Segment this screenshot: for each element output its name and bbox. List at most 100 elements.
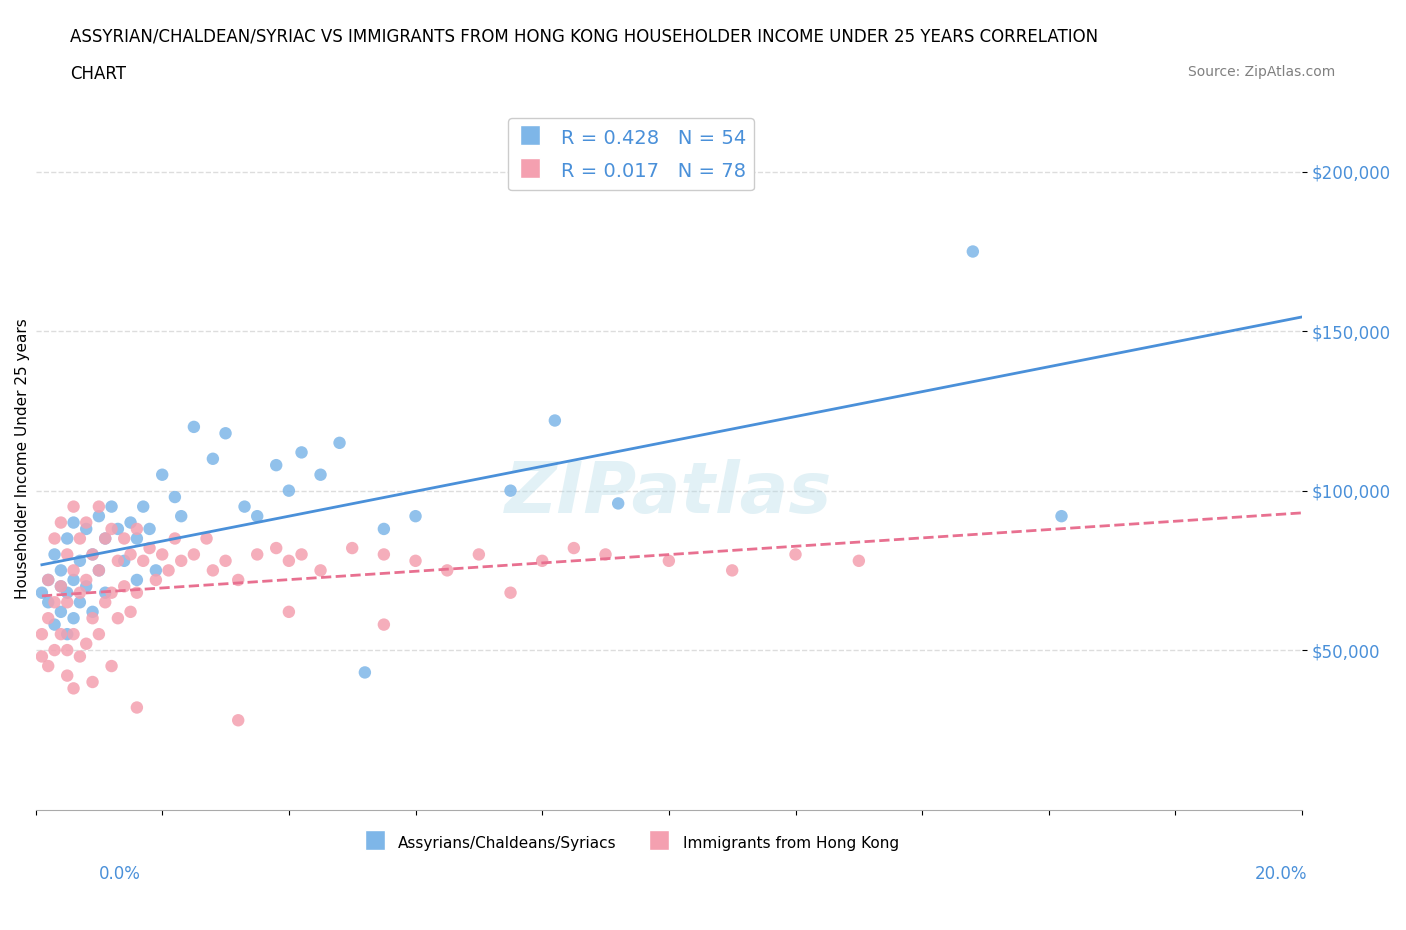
Point <box>195 531 218 546</box>
Point <box>69 585 91 600</box>
Point <box>75 636 97 651</box>
Point <box>56 595 79 610</box>
Point <box>100 585 122 600</box>
Point <box>87 509 110 524</box>
Point <box>56 547 79 562</box>
Point <box>246 547 269 562</box>
Text: 20.0%: 20.0% <box>1256 865 1308 883</box>
Point <box>87 499 110 514</box>
Point <box>226 712 249 727</box>
Point <box>595 547 617 562</box>
Point <box>145 563 167 578</box>
Point <box>132 553 155 568</box>
Point <box>56 627 79 642</box>
Point <box>112 578 135 593</box>
Point <box>44 547 66 562</box>
Point <box>94 531 117 546</box>
Point <box>499 585 522 600</box>
Point <box>82 547 104 562</box>
Point <box>309 563 332 578</box>
Point <box>120 604 142 619</box>
Point <box>405 509 427 524</box>
Point <box>150 467 173 482</box>
Text: ASSYRIAN/CHALDEAN/SYRIAC VS IMMIGRANTS FROM HONG KONG HOUSEHOLDER INCOME UNDER 2: ASSYRIAN/CHALDEAN/SYRIAC VS IMMIGRANTS F… <box>70 28 1098 46</box>
Point <box>658 553 681 568</box>
Point <box>100 522 122 537</box>
Point <box>75 573 97 588</box>
Point <box>544 413 567 428</box>
Point <box>138 522 160 537</box>
Point <box>145 573 167 588</box>
Point <box>157 563 180 578</box>
Point <box>82 604 104 619</box>
Point <box>785 547 807 562</box>
Point <box>49 627 72 642</box>
Point <box>87 563 110 578</box>
Point <box>44 618 66 632</box>
Point <box>290 547 312 562</box>
Point <box>44 643 66 658</box>
Point <box>75 578 97 593</box>
Point <box>69 649 91 664</box>
Point <box>69 553 91 568</box>
Point <box>125 700 148 715</box>
Point <box>31 627 53 642</box>
Point <box>125 531 148 546</box>
Point <box>31 585 53 600</box>
Point <box>277 604 299 619</box>
Point <box>37 658 59 673</box>
Point <box>309 467 332 482</box>
Point <box>62 563 84 578</box>
Point <box>112 531 135 546</box>
Point <box>49 578 72 593</box>
Point <box>562 540 585 555</box>
Point <box>56 585 79 600</box>
Point <box>290 445 312 459</box>
Point <box>125 585 148 600</box>
Point <box>56 668 79 683</box>
Point <box>264 540 287 555</box>
Point <box>107 553 129 568</box>
Point <box>100 499 122 514</box>
Point <box>607 496 630 511</box>
Point <box>69 531 91 546</box>
Text: 0.0%: 0.0% <box>98 865 141 883</box>
Point <box>201 451 224 466</box>
Point <box>201 563 224 578</box>
Point <box>44 531 66 546</box>
Point <box>373 618 395 632</box>
Point <box>94 595 117 610</box>
Point <box>233 499 256 514</box>
Point <box>125 573 148 588</box>
Point <box>62 627 84 642</box>
Text: CHART: CHART <box>70 65 127 83</box>
Point <box>342 540 364 555</box>
Point <box>214 553 236 568</box>
Point <box>75 515 97 530</box>
Point <box>848 553 870 568</box>
Point <box>87 627 110 642</box>
Point <box>120 515 142 530</box>
Point <box>436 563 458 578</box>
Text: ZIPatlas: ZIPatlas <box>505 459 832 528</box>
Point <box>69 595 91 610</box>
Point <box>82 611 104 626</box>
Point <box>62 611 84 626</box>
Point <box>62 573 84 588</box>
Point <box>226 573 249 588</box>
Point <box>94 585 117 600</box>
Point <box>170 553 193 568</box>
Point <box>82 674 104 689</box>
Point <box>37 573 59 588</box>
Point <box>328 435 350 450</box>
Legend: Assyrians/Chaldeans/Syriacs, Immigrants from Hong Kong: Assyrians/Chaldeans/Syriacs, Immigrants … <box>357 827 904 858</box>
Point <box>125 522 148 537</box>
Point <box>264 458 287 472</box>
Point <box>107 611 129 626</box>
Point <box>163 489 186 504</box>
Point <box>132 499 155 514</box>
Point <box>962 244 984 259</box>
Point <box>277 553 299 568</box>
Point <box>37 595 59 610</box>
Point <box>112 553 135 568</box>
